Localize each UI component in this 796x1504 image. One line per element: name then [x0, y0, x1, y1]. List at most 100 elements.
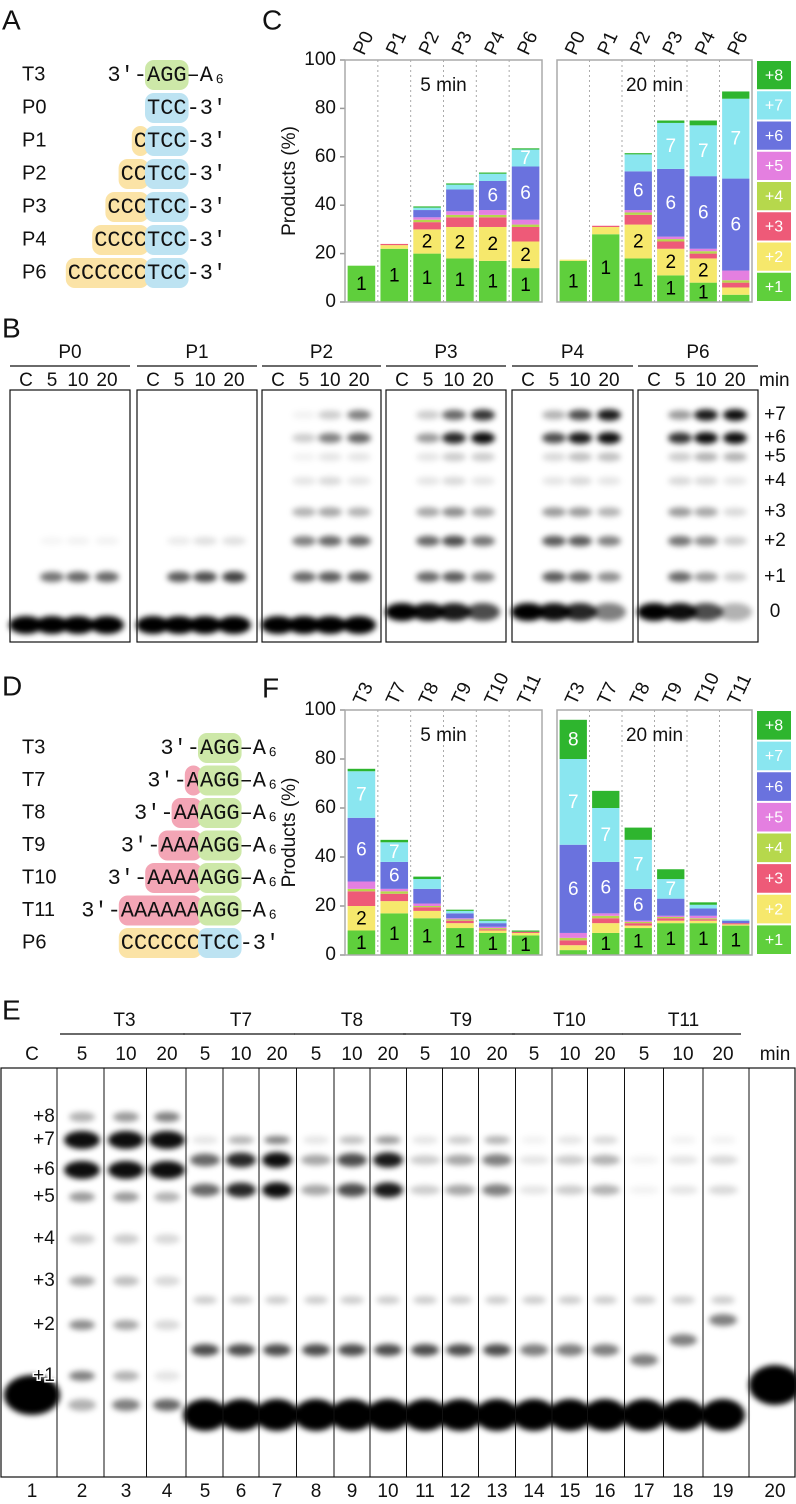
- band: [597, 507, 621, 517]
- bar-segment: [559, 940, 587, 946]
- band: [548, 1399, 592, 1431]
- row-label: P2: [22, 162, 46, 184]
- legend-label: +1: [765, 932, 783, 949]
- legend-label: +7: [765, 98, 783, 115]
- band: [292, 476, 316, 486]
- legend-swatch: [757, 212, 791, 241]
- sequence: TCC: [147, 228, 187, 253]
- sequence: –A₆: [240, 866, 280, 891]
- bar-text: 1: [730, 930, 741, 951]
- band: [442, 476, 466, 486]
- bar-text: 1: [698, 929, 709, 950]
- band: [64, 1161, 100, 1179]
- band: [4, 1375, 60, 1415]
- band: [568, 571, 592, 583]
- sequence: TCC: [147, 96, 187, 121]
- sequence: -3′: [187, 228, 227, 253]
- band: [471, 572, 495, 582]
- bar-segment: [689, 248, 717, 252]
- sequence: -3′: [187, 96, 227, 121]
- lane-label: 20: [486, 1044, 507, 1065]
- bar-text: 1: [356, 274, 367, 295]
- lane-label: 10: [559, 1044, 580, 1065]
- lane-label: 5: [77, 1044, 88, 1065]
- sequence: -3′: [187, 162, 227, 187]
- panel-letter: E: [2, 994, 21, 1025]
- band: [347, 476, 371, 486]
- lane-number: 17: [633, 1481, 654, 1502]
- band: [563, 603, 597, 621]
- bar-segment: [657, 915, 685, 918]
- bar-text: 1: [665, 279, 676, 300]
- band: [9, 616, 43, 634]
- band: [632, 1296, 656, 1304]
- panel-letter: F: [262, 672, 279, 703]
- bar-segment: [624, 925, 652, 929]
- band: [302, 1344, 330, 1356]
- band: [61, 616, 95, 634]
- lane-number: 18: [672, 1481, 693, 1502]
- band: [318, 476, 342, 486]
- band: [153, 1399, 181, 1411]
- bar-segment: [689, 923, 717, 955]
- band: [347, 535, 371, 547]
- lane-number: 11: [415, 1481, 435, 1502]
- legend-label: +5: [765, 158, 783, 175]
- band: [519, 1185, 549, 1195]
- bar-segment: [478, 923, 507, 927]
- band: [630, 1354, 658, 1366]
- highlight: [105, 192, 149, 222]
- row-label: T10: [22, 866, 56, 888]
- band: [40, 536, 64, 546]
- band: [222, 536, 246, 546]
- lane-number: 6: [236, 1481, 247, 1502]
- legend-swatch: [757, 272, 791, 301]
- bar-segment: [689, 176, 717, 249]
- bar-text: 1: [455, 932, 466, 953]
- highlight: [118, 895, 202, 926]
- bar-segment: [446, 226, 474, 259]
- lane-number: 3: [121, 1481, 132, 1502]
- bar-text: 1: [633, 270, 644, 291]
- lane-label: C: [146, 370, 160, 391]
- row-label: T3: [22, 63, 45, 85]
- bar-text: 1: [600, 258, 611, 279]
- sequence: AGG: [147, 63, 187, 88]
- band: [694, 476, 718, 486]
- sequence: 3′-: [108, 866, 148, 891]
- band: [708, 1185, 738, 1195]
- band-label: +5: [33, 1186, 55, 1207]
- lane-number: 1: [27, 1481, 38, 1502]
- row-label: T3: [22, 736, 45, 758]
- lane-label: 10: [319, 370, 340, 391]
- bar-segment: [559, 950, 587, 955]
- row-label: T7: [22, 769, 45, 791]
- band: [222, 571, 246, 583]
- bar-text: 6: [730, 215, 741, 236]
- y-axis-label: Products (%): [279, 778, 300, 888]
- sequence: –A₆: [240, 833, 280, 858]
- lane-label: 20: [348, 370, 369, 391]
- band: [471, 535, 495, 547]
- band: [113, 1192, 139, 1202]
- band: [229, 1296, 253, 1304]
- lane-label: 5: [200, 1044, 211, 1065]
- bar-segment: [380, 842, 409, 862]
- category-label: T3: [349, 679, 377, 708]
- category-label: T9: [659, 679, 687, 708]
- band: [542, 571, 566, 583]
- lane-label: C: [521, 370, 535, 391]
- band: [416, 433, 440, 443]
- band: [416, 476, 440, 486]
- band: [447, 1136, 473, 1144]
- sequence: –A₆: [240, 768, 280, 793]
- band: [542, 410, 566, 420]
- bar-text: 1: [633, 932, 644, 953]
- band: [108, 1161, 144, 1179]
- band: [471, 432, 495, 444]
- bar-segment: [511, 226, 540, 242]
- bar-segment: [511, 148, 540, 150]
- sequence: –A₆: [240, 736, 280, 761]
- plot-frame: [344, 709, 543, 956]
- category-label: P4: [691, 28, 720, 58]
